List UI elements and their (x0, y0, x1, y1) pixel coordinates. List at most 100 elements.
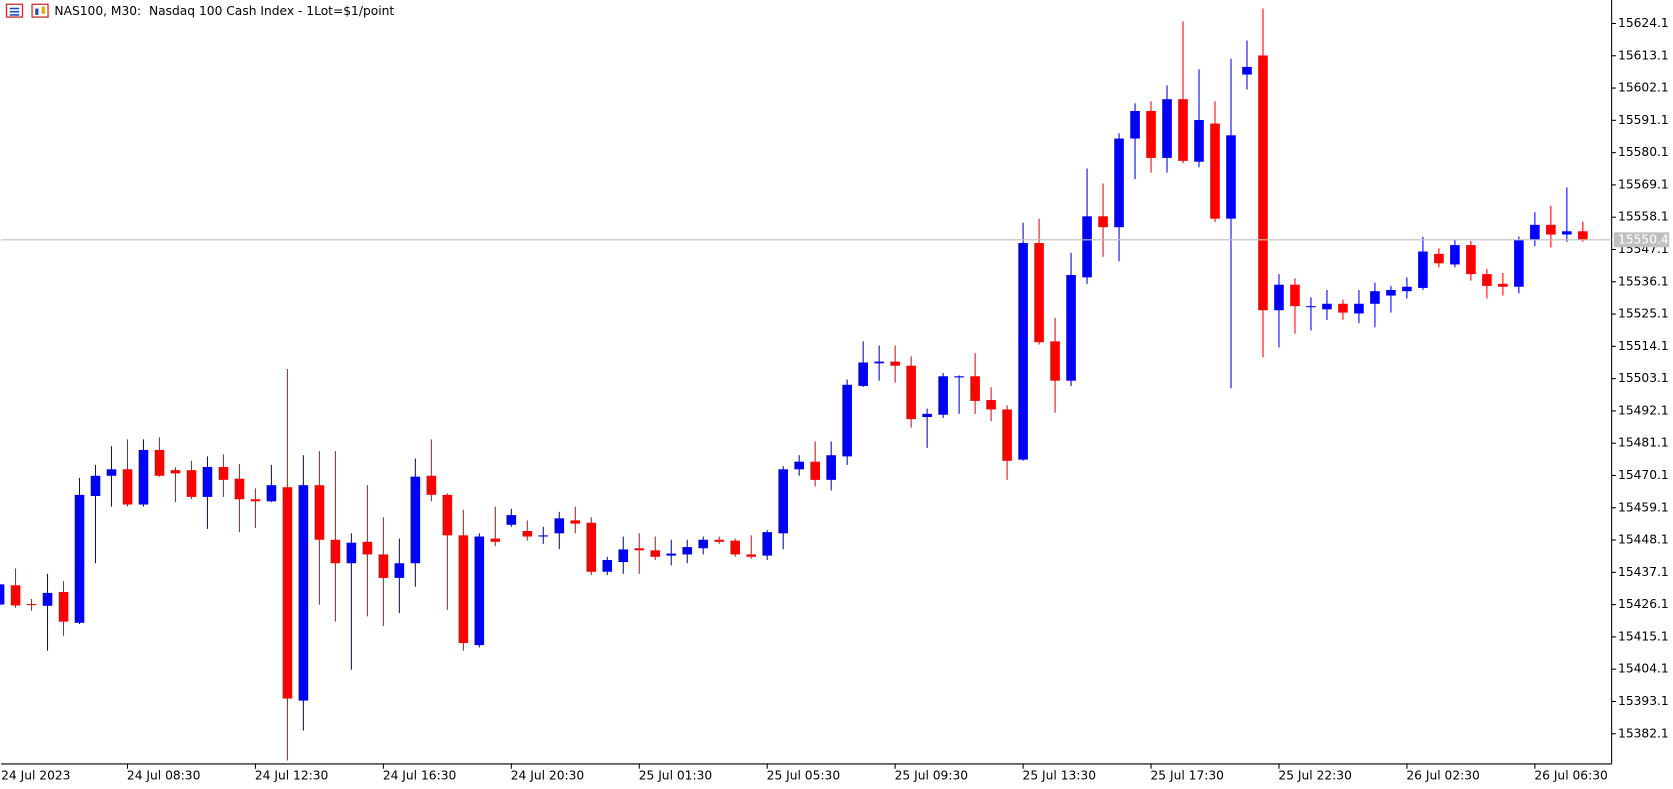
y-tick-label: 15558.1 (1618, 210, 1669, 224)
candle-body (634, 548, 645, 551)
candle-body (698, 539, 709, 549)
candle-body (314, 485, 325, 540)
candle-body (522, 530, 533, 537)
candle-body (250, 499, 261, 502)
candle-body (650, 550, 661, 557)
candles (0, 8, 1588, 761)
candle-body (1082, 216, 1092, 278)
candle-body (362, 541, 373, 555)
x-tick-label: 26 Jul 02:30 (1406, 769, 1479, 783)
y-tick-label: 15514.1 (1618, 339, 1669, 353)
candle-body (74, 494, 85, 623)
candle-body (1322, 303, 1332, 310)
candle-body (1306, 306, 1316, 308)
candle-body (922, 413, 932, 418)
candle-body (890, 361, 900, 366)
x-tick-label: 26 Jul 06:30 (1534, 769, 1607, 783)
x-tick-label: 25 Jul 17:30 (1151, 769, 1224, 783)
candle-body (1258, 55, 1268, 311)
y-tick-label: 15536.1 (1618, 274, 1669, 288)
candle-body (330, 539, 341, 564)
candle-body (1418, 251, 1428, 288)
candle-body (1194, 120, 1204, 162)
candle-body (90, 475, 101, 497)
icon-bar (35, 8, 39, 15)
candle-body (1386, 289, 1396, 296)
y-tick-label: 15448.1 (1618, 533, 1669, 547)
x-tick-label: 24 Jul 12:30 (255, 769, 328, 783)
candle-body (1338, 303, 1348, 313)
candle-body (554, 518, 565, 534)
y-tick-label: 15481.1 (1618, 436, 1669, 450)
x-tick-label: 24 Jul 16:30 (383, 769, 456, 783)
candle-body (714, 539, 725, 542)
y-tick-label: 15404.1 (1618, 662, 1669, 676)
candle-body (378, 554, 389, 578)
candle-body (1098, 216, 1108, 228)
candle-body (26, 604, 37, 606)
symbol-icons (5, 3, 49, 18)
candle-body (538, 535, 549, 537)
candle-body (842, 384, 852, 457)
icon-list (5, 3, 24, 18)
x-tick-label: 25 Jul 22:30 (1278, 769, 1351, 783)
candle-body (1498, 283, 1508, 287)
candle-body (1210, 123, 1220, 219)
candle-body (1546, 224, 1556, 235)
candle-body (394, 563, 405, 578)
candle-body (1066, 275, 1076, 381)
candle-body (1146, 110, 1156, 158)
y-tick-label: 15470.1 (1618, 468, 1669, 482)
y-tick-label: 15613.1 (1618, 48, 1669, 62)
y-tick-label: 15525.1 (1618, 307, 1669, 321)
x-tick-label: 24 Jul 20:30 (511, 769, 584, 783)
candle-body (602, 560, 613, 572)
candle-body (458, 535, 469, 644)
y-tick-label: 15580.1 (1618, 145, 1669, 159)
candle-body (730, 540, 741, 555)
candle-body (778, 469, 788, 534)
candle-body (186, 470, 197, 497)
x-tick-label: 24 Jul 08:30 (127, 769, 200, 783)
x-tick-label: 25 Jul 05:30 (767, 769, 840, 783)
candle-body (122, 469, 133, 505)
y-tick-label: 15569.1 (1618, 177, 1669, 191)
y-tick-label: 15503.1 (1618, 371, 1669, 385)
candle-body (1578, 231, 1588, 240)
candle-body (490, 538, 501, 542)
candle-body (442, 494, 453, 536)
candle-body (266, 485, 277, 502)
candle-body (970, 376, 980, 401)
candle-body (346, 542, 357, 564)
candle-body (1018, 243, 1028, 460)
candle-body (1402, 286, 1412, 292)
candle-body (746, 554, 757, 557)
candle-body (826, 455, 836, 480)
candle-body (106, 469, 117, 476)
icon-chart (31, 3, 49, 18)
candle-body (426, 475, 437, 495)
current-price-label: 15550.4 (1618, 232, 1669, 246)
candle-body (1514, 239, 1524, 287)
candle-body (1290, 284, 1300, 307)
y-tick-label: 15426.1 (1618, 597, 1669, 611)
candle-body (586, 522, 597, 572)
candle-body (170, 470, 181, 474)
icon-bar (41, 6, 45, 14)
y-tick-label: 15492.1 (1618, 403, 1669, 417)
candle-body (810, 461, 820, 480)
y-tick-label: 15591.1 (1618, 113, 1669, 127)
x-tick-label: 24 Jul 2023 (1, 769, 70, 783)
y-tick-label: 15393.1 (1618, 694, 1669, 708)
current-price-box (1613, 232, 1670, 248)
candle-body (1162, 99, 1172, 158)
candle-body (1050, 341, 1060, 381)
candle-body (1466, 245, 1476, 275)
candle-body (58, 592, 69, 622)
candle-body (138, 449, 149, 505)
candle-body (570, 520, 581, 524)
candle-body (1274, 284, 1284, 311)
candle-body (1482, 274, 1492, 286)
